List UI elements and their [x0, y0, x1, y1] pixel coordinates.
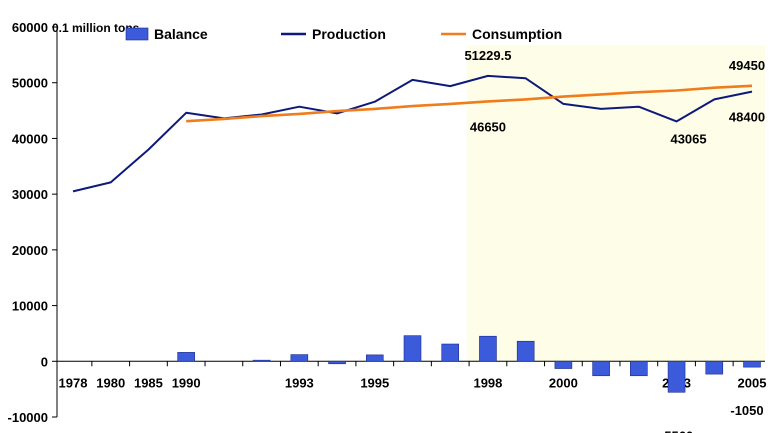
- balance-bars: [177, 335, 761, 393]
- balance-bar: [403, 335, 422, 362]
- annotations: 51229.5 46650 43065 49450 48400 -5560 -1050: [464, 48, 765, 433]
- balance-bar: [365, 354, 384, 362]
- data-label: -5560: [660, 428, 693, 433]
- legend-label: Consumption: [472, 26, 562, 42]
- data-label: 49450: [729, 58, 765, 73]
- balance-bar: [743, 360, 761, 368]
- balance-bar: [592, 360, 610, 377]
- balance-bar: [177, 352, 195, 362]
- y-tick-label: 30000: [12, 187, 48, 202]
- legend: Balance Production Consumption: [125, 26, 562, 42]
- balance-bar: [667, 360, 686, 393]
- x-tick-label: 1998: [473, 375, 502, 390]
- balance-bar: [630, 360, 648, 377]
- legend-label: Balance: [154, 26, 208, 42]
- x-tick-label: 1993: [285, 375, 314, 390]
- y-tick-label: 50000: [12, 76, 48, 91]
- x-tick-label: 1985: [134, 375, 163, 390]
- x-tick-label: 1978: [59, 375, 88, 390]
- data-label: 48400: [729, 110, 765, 125]
- y-tick-label: 0: [41, 354, 48, 369]
- x-tick-label: 1990: [172, 375, 201, 390]
- y-tick-label: 20000: [12, 243, 48, 258]
- data-label: 43065: [670, 131, 706, 146]
- data-label: 51229.5: [464, 48, 511, 63]
- production-line: [72, 74, 753, 193]
- data-label: 46650: [470, 119, 506, 134]
- x-tick-label: 1995: [360, 375, 389, 390]
- consumption-line: [186, 84, 753, 123]
- balance-bar: [328, 360, 346, 365]
- y-tick-label: 60000: [12, 20, 48, 35]
- highlight-region: [466, 45, 765, 362]
- y-tick-label: 40000: [12, 131, 48, 146]
- y-tick-label: -10000: [8, 410, 48, 425]
- x-tick-label: 2000: [549, 375, 578, 390]
- unit-label: 0.1 million tons: [52, 21, 140, 35]
- balance-bar: [479, 335, 497, 362]
- legend-label: Production: [312, 26, 386, 42]
- balance-bar: [252, 359, 271, 362]
- data-label: -1050: [730, 403, 763, 418]
- legend-swatch-balance: [125, 27, 149, 41]
- x-axis: 1978198019851990199319951998200020032005: [59, 361, 767, 390]
- balance-bar: [516, 340, 535, 362]
- balance-bar: [705, 360, 724, 375]
- y-tick-label: 10000: [12, 299, 48, 314]
- balance-bar: [554, 360, 573, 369]
- series-lines: [72, 74, 753, 193]
- balance-bar: [441, 343, 460, 362]
- balance-bar: [290, 354, 309, 362]
- y-axis: -10000 0 10000 20000 30000 40000 50000 60000: [8, 20, 57, 425]
- x-tick-label: 1980: [96, 375, 125, 390]
- x-tick-label: 2005: [738, 375, 767, 390]
